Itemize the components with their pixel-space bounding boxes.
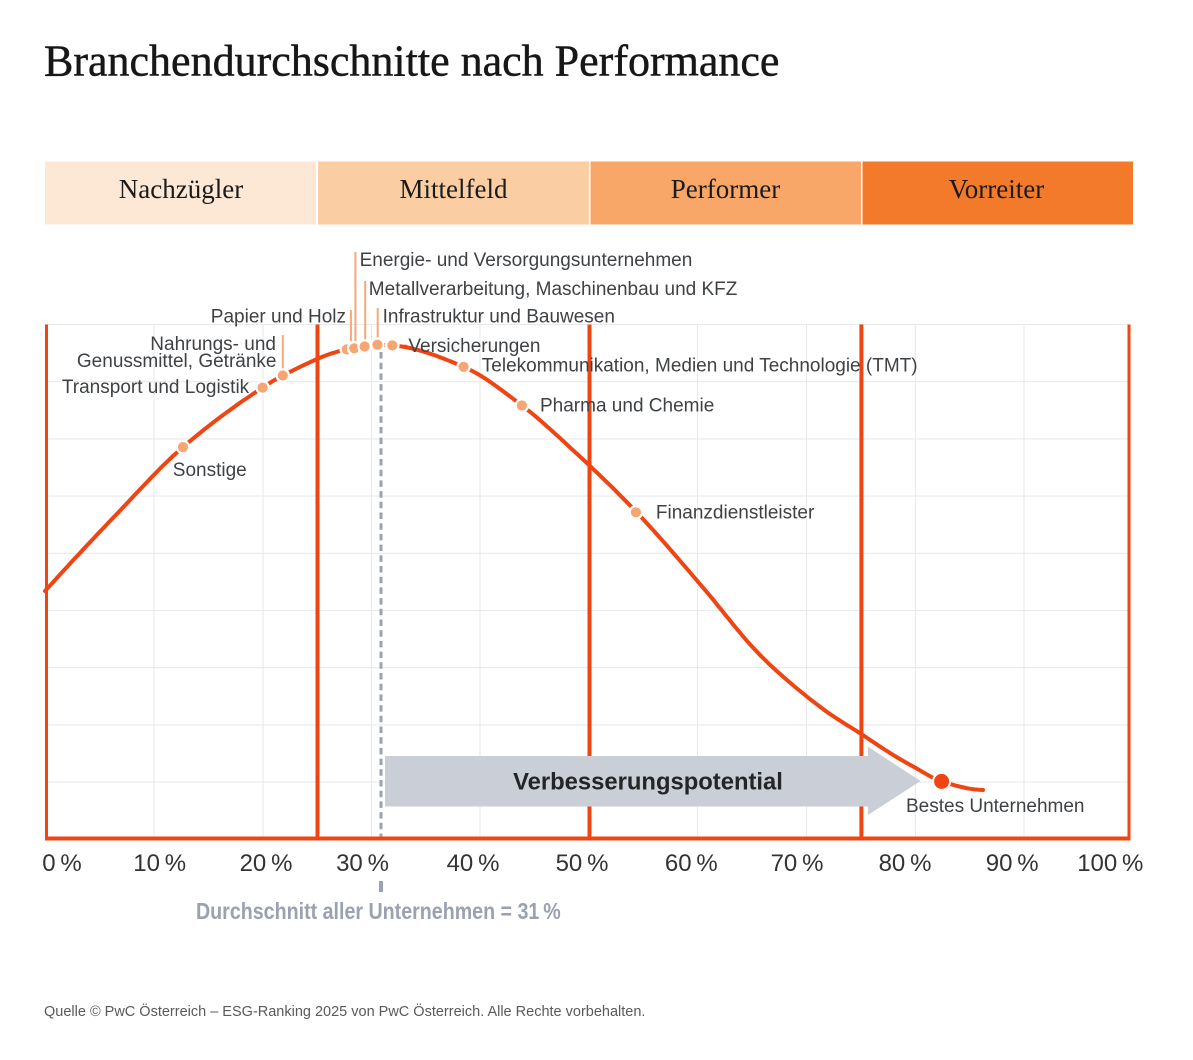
svg-text:Papier und Holz: Papier und Holz — [211, 307, 346, 328]
svg-text:Pharma und Chemie: Pharma und Chemie — [540, 396, 714, 417]
svg-text:50 %: 50 % — [556, 850, 609, 877]
svg-text:Energie- und Versorgungsuntern: Energie- und Versorgungsunternehmen — [360, 250, 693, 271]
svg-text:Metallverarbeitung, Maschinenb: Metallverarbeitung, Maschinenbau und KFZ — [369, 279, 738, 300]
svg-text:Branchendurchschnitte nach Per: Branchendurchschnitte nach Performance — [44, 37, 779, 86]
svg-text:Transport und Logistik: Transport und Logistik — [62, 377, 250, 398]
svg-text:Finanzdienstleister: Finanzdienstleister — [656, 503, 815, 524]
svg-text:10 %: 10 % — [133, 850, 186, 877]
svg-text:30 %: 30 % — [336, 850, 389, 877]
svg-text:80 %: 80 % — [879, 850, 932, 877]
svg-text:70 %: 70 % — [771, 850, 824, 877]
svg-text:100 %: 100 % — [1077, 850, 1143, 877]
svg-text:20 %: 20 % — [240, 850, 293, 877]
svg-text:Versicherungen: Versicherungen — [408, 336, 540, 357]
svg-text:Performer: Performer — [671, 174, 780, 204]
svg-text:Nahrungs- und: Nahrungs- und — [150, 334, 276, 355]
svg-text:Vorreiter: Vorreiter — [949, 174, 1044, 204]
svg-text:Bestes Unternehmen: Bestes Unternehmen — [906, 796, 1085, 817]
svg-text:Sonstige: Sonstige — [173, 460, 247, 481]
svg-text:Nachzügler: Nachzügler — [119, 174, 243, 204]
svg-text:Verbesserungspotential: Verbesserungspotential — [513, 769, 783, 796]
svg-text:60 %: 60 % — [665, 850, 718, 877]
svg-text:40 %: 40 % — [447, 850, 500, 877]
svg-text:0 %: 0 % — [42, 850, 82, 877]
svg-text:90 %: 90 % — [986, 850, 1039, 877]
svg-text:Telekommunikation, Medien und: Telekommunikation, Medien und Technologi… — [482, 356, 918, 377]
svg-text:Infrastruktur und Bauwesen: Infrastruktur und Bauwesen — [383, 307, 615, 328]
svg-text:Genussmittel, Getränke: Genussmittel, Getränke — [77, 351, 277, 372]
svg-text:Quelle © PwC Österreich – ESG-: Quelle © PwC Österreich – ESG-Ranking 20… — [44, 1002, 645, 1020]
svg-text:Mittelfeld: Mittelfeld — [400, 174, 508, 204]
svg-text:Durchschnitt aller Unternehmen: Durchschnitt aller Unternehmen = 31 % — [196, 899, 561, 925]
